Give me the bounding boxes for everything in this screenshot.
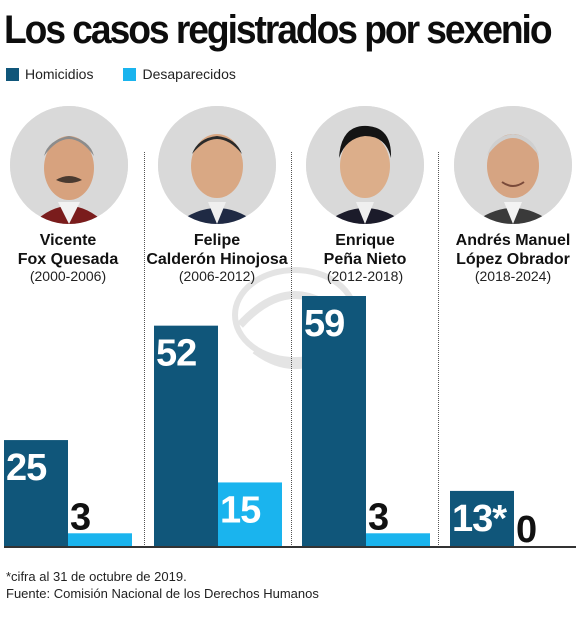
bar-label-homicidios-fox: 25	[6, 447, 47, 489]
bar-label-homicidios-lopez-obrador: 13*	[452, 498, 507, 540]
bar-label-desaparecidos-lopez-obrador: 0	[516, 509, 536, 551]
footnote: *cifra al 31 de octubre de 2019.	[6, 569, 187, 584]
legend-swatch-desaparecidos	[123, 67, 137, 81]
legend-label-desaparecidos: Desaparecidos	[142, 66, 236, 82]
portrait-pena-nieto	[306, 106, 424, 224]
name-fox-line1: Vicente	[39, 232, 97, 249]
bar-homicidios-calderon	[154, 325, 218, 546]
bar-desaparecidos-calderon	[218, 482, 282, 546]
bar-homicidios-fox	[4, 440, 68, 546]
name-lopez-obrador: Andrés Manuel López Obrador	[440, 231, 580, 269]
x-axis-baseline	[4, 546, 576, 548]
bar-label-desaparecidos-fox: 3	[70, 496, 90, 538]
period-calderon: (2006-2012)	[178, 268, 256, 284]
legend-label-homicidios: Homicidios	[25, 66, 94, 82]
name-pena-nieto-line1: Enrique	[335, 232, 395, 249]
bar-desaparecidos-fox	[68, 533, 132, 546]
bar-label-desaparecidos-calderon: 15	[220, 489, 261, 531]
portrait-fox	[10, 106, 128, 224]
divider-2	[291, 152, 292, 547]
bar-homicidios-pena-nieto	[302, 296, 366, 546]
footnote-block: *cifra al 31 de octubre de 2019. Fuente:…	[6, 568, 319, 602]
name-calderon-line2: Calderón Hinojosa	[146, 251, 288, 268]
name-pena-nieto-line2: Peña Nieto	[323, 251, 407, 268]
divider-3	[438, 152, 439, 547]
name-calderon-line1: Felipe	[193, 232, 241, 249]
name-lopez-obrador-line2: López Obrador	[456, 251, 570, 268]
divider-1	[144, 152, 145, 547]
period-fox: (2000-2006)	[29, 268, 107, 284]
bar-desaparecidos-pena-nieto	[366, 533, 430, 546]
name-calderon: Felipe Calderón Hinojosa	[144, 231, 290, 269]
legend-item-homicidios: Homicidios	[6, 66, 93, 82]
name-fox-line2: Fox Quesada	[17, 251, 119, 268]
legend-swatch-homicidios	[6, 67, 19, 81]
name-fox: Vicente Fox Quesada	[0, 231, 141, 269]
period-pena-nieto: (2012-2018)	[326, 268, 404, 284]
portrait-lopez-obrador	[454, 106, 572, 224]
bar-homicidios-lopez-obrador	[450, 490, 514, 546]
legend: Homicidios Desaparecidos	[6, 66, 266, 82]
bar-label-homicidios-pena-nieto: 59	[304, 303, 344, 345]
period-lopez-obrador: (2018-2024)	[474, 268, 552, 284]
bar-label-homicidios-calderon: 52	[156, 333, 196, 375]
bar-label-desaparecidos-pena-nieto: 3	[368, 496, 388, 538]
legend-item-desaparecidos: Desaparecidos	[123, 66, 236, 82]
portrait-calderon	[158, 106, 276, 224]
chart-title: Los casos registrados por sexenio	[4, 8, 553, 52]
name-lopez-obrador-line1: Andrés Manuel	[455, 232, 571, 249]
source: Fuente: Comisión Nacional de los Derecho…	[6, 586, 319, 601]
name-pena-nieto: Enrique Peña Nieto	[292, 231, 438, 269]
